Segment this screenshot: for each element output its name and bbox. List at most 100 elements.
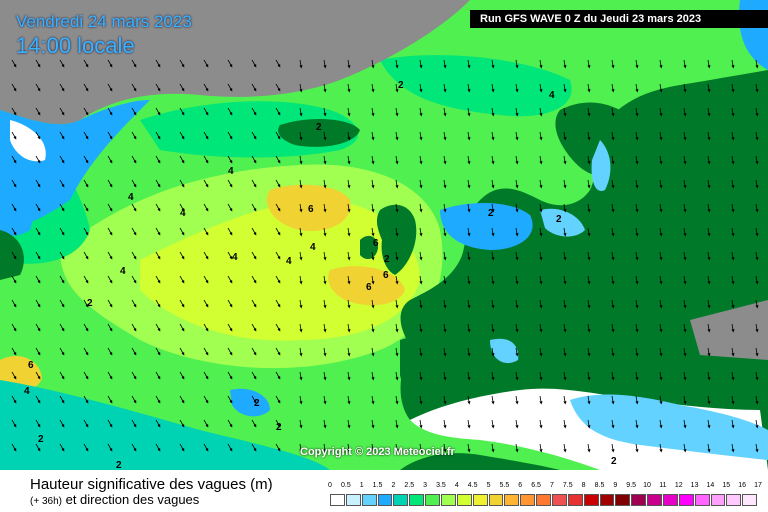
wave-arrow	[35, 299, 41, 308]
scale-box	[599, 494, 615, 506]
wave-arrow	[131, 107, 137, 116]
wave-arrow	[371, 419, 375, 429]
run-info-banner: Run GFS WAVE 0 Z du Jeudi 23 mars 2023	[470, 10, 768, 28]
wave-arrow	[491, 155, 495, 165]
wave-arrow	[227, 371, 233, 380]
wave-arrow	[731, 179, 735, 189]
wave-arrow	[299, 371, 303, 381]
wave-arrow	[755, 275, 759, 285]
wave-arrow	[371, 251, 375, 261]
wave-arrow	[59, 371, 65, 380]
wave-arrow	[35, 395, 41, 404]
wave-arrow	[443, 155, 447, 165]
wave-arrow	[659, 443, 663, 453]
wave-arrow	[443, 251, 447, 261]
wave-arrow	[83, 395, 89, 404]
wave-arrow	[683, 371, 687, 381]
sea-mediterranean-east	[570, 394, 768, 460]
scale-label: 7.5	[562, 482, 573, 489]
wave-arrow	[251, 59, 257, 68]
wave-arrow	[419, 395, 423, 405]
wave-arrow	[539, 395, 543, 405]
wave-arrow	[83, 251, 89, 260]
wave-arrow	[227, 155, 233, 164]
wave-arrow	[395, 323, 399, 333]
wave-arrow	[227, 323, 233, 332]
contour-label: 6	[366, 282, 372, 293]
wave-arrow	[347, 155, 351, 165]
wave-arrow	[347, 107, 351, 117]
scale-box	[456, 494, 472, 506]
wave-arrow	[203, 347, 209, 356]
wave-arrow	[467, 347, 471, 357]
wave-arrow	[155, 107, 161, 116]
wave-arrow	[755, 371, 759, 381]
wave-arrow	[443, 371, 447, 381]
wave-arrow	[635, 131, 639, 141]
wave-arrow	[395, 131, 399, 141]
wave-arrow	[539, 299, 543, 309]
scale-label: 8	[581, 482, 586, 489]
contour-label: 2	[87, 298, 93, 309]
forecast-offset: (+ 36h)	[30, 496, 62, 507]
wave-arrow	[371, 443, 375, 453]
wave-arrow	[179, 59, 185, 68]
wave-arrow	[203, 59, 209, 68]
wave-arrow	[515, 371, 519, 381]
contour-label: 2	[384, 254, 390, 265]
wave-arrow	[491, 299, 495, 309]
wave-arrow	[683, 227, 687, 237]
wave-arrow	[467, 419, 471, 429]
wave-arrow	[395, 203, 399, 213]
wave-arrow	[371, 179, 375, 189]
wave-arrow	[323, 107, 327, 117]
wave-arrow	[707, 59, 711, 69]
contour-label: 6	[308, 204, 314, 215]
wave-arrow	[227, 419, 233, 428]
wave-arrow	[323, 227, 327, 237]
wave-arrow	[587, 347, 591, 357]
wave-arrow	[275, 131, 281, 140]
wave-arrow	[299, 299, 303, 309]
wave-arrow	[11, 299, 17, 308]
wave-arrow	[179, 443, 185, 452]
wave-arrow	[251, 203, 257, 212]
wave-arrow	[179, 275, 185, 284]
wave-arrow	[131, 395, 137, 404]
wave-arrow	[539, 323, 543, 333]
wave-arrow	[587, 155, 591, 165]
wave-arrow	[563, 155, 567, 165]
wave-arrow	[371, 227, 375, 237]
wave-arrow	[587, 251, 591, 261]
wave-arrow	[107, 107, 113, 116]
wave-arrow	[563, 203, 567, 213]
scale-box	[441, 494, 456, 506]
scale-label: 2.5	[404, 482, 415, 489]
wave-arrow	[179, 347, 185, 356]
copyright-notice: Copyright © 2023 Meteociel.fr	[300, 446, 455, 458]
wave-arrow	[131, 299, 137, 308]
wave-arrow	[59, 203, 65, 212]
wave-arrow	[419, 83, 423, 93]
wave-arrow	[371, 347, 375, 357]
wave-arrow	[83, 179, 89, 188]
wave-arrow	[635, 443, 639, 453]
wave-arrow	[275, 395, 281, 404]
scale-box	[552, 494, 567, 506]
wave-arrow	[131, 443, 137, 452]
wave-arrow	[107, 419, 113, 428]
scale-box	[663, 494, 678, 506]
wave-arrow	[611, 395, 615, 405]
wave-arrow	[563, 275, 567, 285]
wave-arrow	[35, 251, 41, 260]
wave-arrow	[611, 347, 615, 357]
wave-arrow	[203, 131, 209, 140]
wave-arrow	[515, 227, 519, 237]
scale-label: 2	[391, 482, 396, 489]
scale-box	[726, 494, 742, 506]
wave-arrow	[731, 131, 735, 141]
wave-arrow	[731, 251, 735, 261]
wave-arrow	[515, 179, 519, 189]
wave-arrow	[515, 419, 519, 429]
